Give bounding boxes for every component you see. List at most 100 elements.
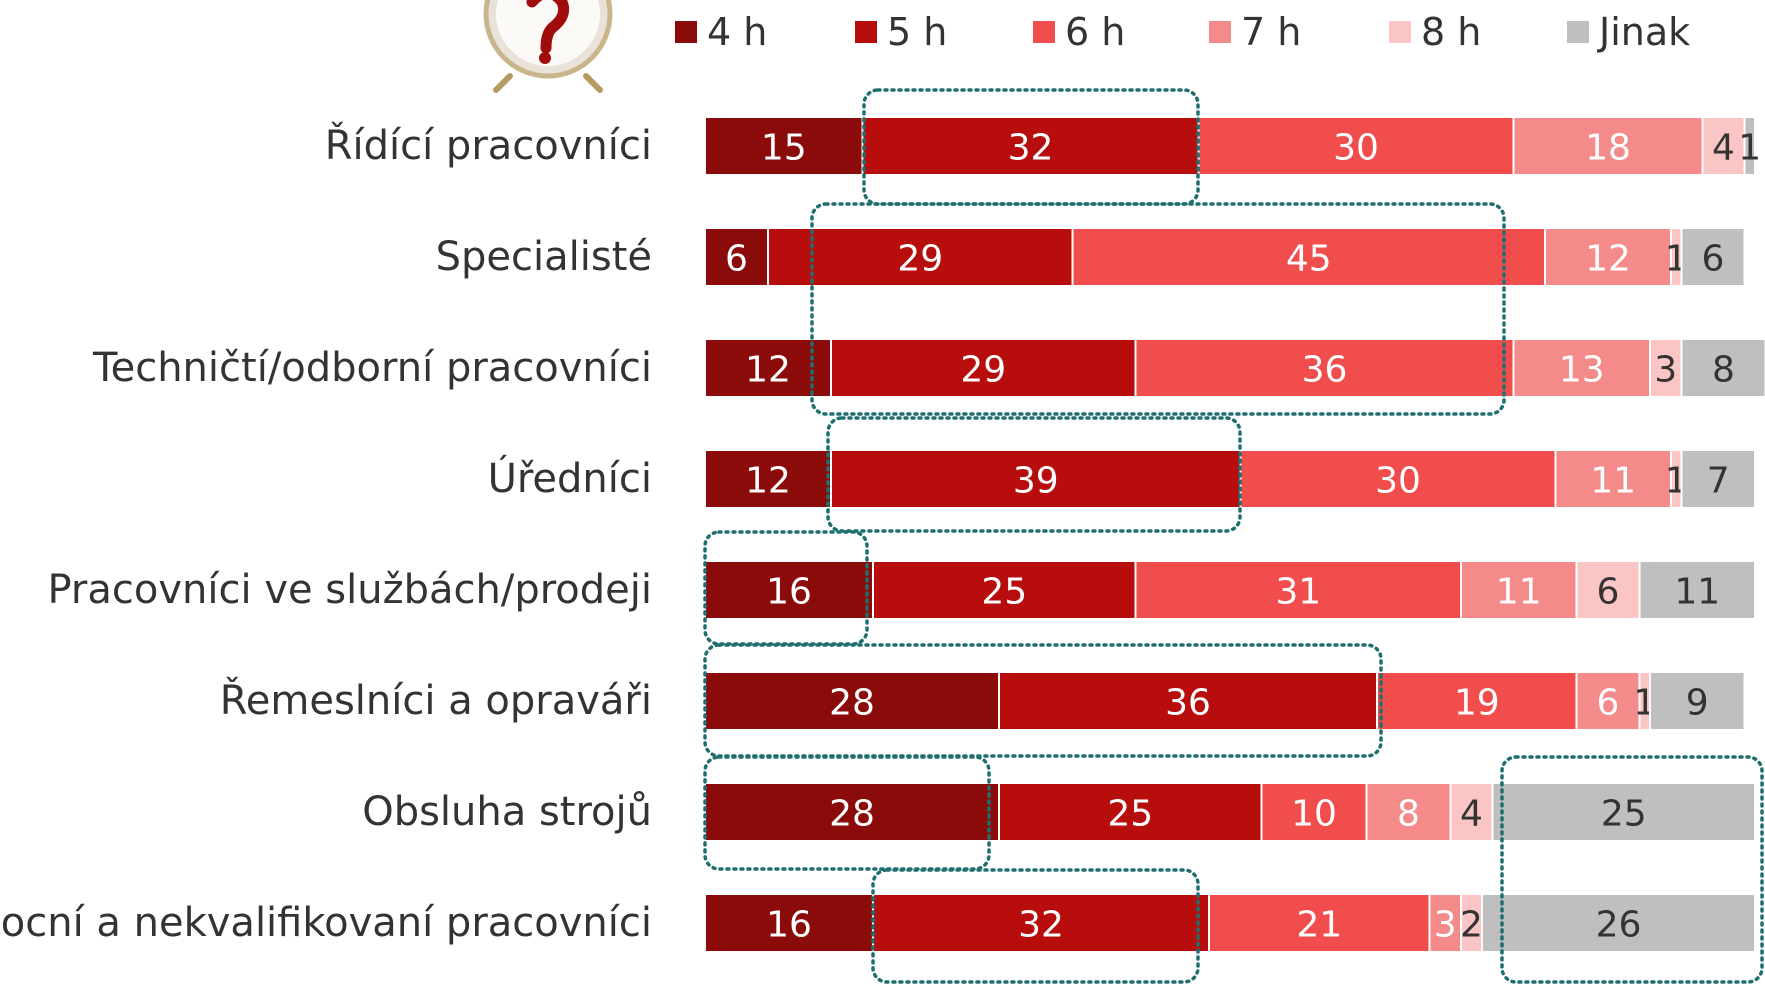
value-label: 6 xyxy=(1597,572,1620,613)
bar-segment xyxy=(861,116,1200,176)
value-label: 29 xyxy=(897,239,943,280)
y-tick-label: Řemeslníci a opraváři xyxy=(220,676,652,724)
bar-segment xyxy=(704,449,832,509)
bar-segment xyxy=(1134,560,1462,620)
value-label: 11 xyxy=(1674,572,1720,613)
highlight-boxes xyxy=(703,88,1764,984)
clock-icon xyxy=(483,0,613,93)
y-tick-label: Úředníci xyxy=(488,454,652,502)
bar-segment xyxy=(1071,227,1546,287)
value-label: 9 xyxy=(1686,683,1709,724)
value-label: 4 xyxy=(1460,794,1483,835)
bar-segment xyxy=(830,449,1242,509)
value-label: 15 xyxy=(761,128,807,169)
value-label: 8 xyxy=(1397,794,1420,835)
value-label: 16 xyxy=(766,572,812,613)
value-label: 6 xyxy=(1597,683,1620,724)
bar-segment xyxy=(1680,227,1746,287)
value-label: 18 xyxy=(1585,128,1631,169)
value-label: 21 xyxy=(1296,905,1342,946)
value-label: 3 xyxy=(1434,905,1457,946)
y-tick-label: Specialisté xyxy=(436,234,652,280)
value-label: 1 xyxy=(1738,128,1761,169)
y-tick-label: Obsluha strojů xyxy=(362,789,652,835)
value-label: 28 xyxy=(829,683,875,724)
value-label: 8 xyxy=(1712,350,1735,391)
value-label: 12 xyxy=(745,461,791,502)
value-label: 3 xyxy=(1654,350,1677,391)
value-label: 11 xyxy=(1496,572,1542,613)
value-label: 19 xyxy=(1454,683,1500,724)
bar-segment xyxy=(1575,560,1641,620)
value-label: 11 xyxy=(1590,461,1636,502)
value-label: 26 xyxy=(1596,905,1642,946)
y-tick-label: Pracovníci ve službách/prodeji xyxy=(48,567,652,613)
bar-segment xyxy=(1701,116,1746,176)
y-tick-label: Pomocní a nekvalifikovaní pracovníci xyxy=(0,900,652,946)
value-label: 32 xyxy=(1008,128,1054,169)
bar-segment xyxy=(1260,782,1368,842)
value-label: 2 xyxy=(1460,905,1483,946)
bar-segment xyxy=(1481,893,1756,953)
bar-segment xyxy=(704,893,874,953)
bar-segment xyxy=(767,227,1074,287)
bar-segment xyxy=(1512,338,1651,398)
legend-label: Jinak xyxy=(1597,10,1690,54)
value-label: 6 xyxy=(1702,239,1725,280)
legend-label: 7 h xyxy=(1241,10,1301,54)
bar-segment xyxy=(1376,671,1578,731)
y-tick-label: Techničtí/odborní pracovníci xyxy=(92,345,652,391)
legend-label: 4 h xyxy=(707,10,767,54)
value-label: 25 xyxy=(1601,794,1647,835)
value-label: 16 xyxy=(766,905,812,946)
value-label: 25 xyxy=(981,572,1027,613)
legend-swatch xyxy=(1033,21,1055,43)
legend-swatch xyxy=(675,21,697,43)
value-label: 32 xyxy=(1018,905,1064,946)
bar-segment xyxy=(704,560,874,620)
bar-segment xyxy=(1680,449,1756,509)
value-label: 29 xyxy=(960,350,1006,391)
value-label: 25 xyxy=(1107,794,1153,835)
bar-segment xyxy=(704,116,864,176)
value-label: 12 xyxy=(1585,239,1631,280)
bar-segment xyxy=(704,227,769,287)
legend-label: 5 h xyxy=(887,10,947,54)
value-label: 39 xyxy=(1013,461,1059,502)
value-label: 4 xyxy=(1712,128,1735,169)
bar-segment xyxy=(830,338,1137,398)
bar-segment xyxy=(872,893,1210,953)
bar-segment xyxy=(1544,227,1672,287)
bar-segment xyxy=(998,782,1263,842)
legend-swatch xyxy=(1567,21,1589,43)
legend-label: 8 h xyxy=(1421,10,1481,54)
value-label: 30 xyxy=(1333,128,1379,169)
legend-swatch xyxy=(1209,21,1231,43)
bar-segment xyxy=(1638,560,1756,620)
bar-segment xyxy=(1512,116,1704,176)
bar-segment xyxy=(1449,782,1494,842)
y-tick-label: Řídící pracovníci xyxy=(325,121,652,169)
bar-segment xyxy=(998,671,1378,731)
bar-segment xyxy=(1575,671,1641,731)
value-label: 10 xyxy=(1291,794,1337,835)
bar-segment xyxy=(1460,560,1578,620)
bar-segment xyxy=(872,560,1137,620)
value-label: 12 xyxy=(745,350,791,391)
value-label: 31 xyxy=(1275,572,1321,613)
value-label: 28 xyxy=(829,794,875,835)
bar-segment xyxy=(1208,893,1431,953)
bar-segment xyxy=(1680,338,1765,398)
value-label: 45 xyxy=(1286,239,1332,280)
value-label: 36 xyxy=(1302,350,1348,391)
bar-segment xyxy=(1239,449,1557,509)
bar-segment xyxy=(1743,116,1756,176)
value-label: 30 xyxy=(1375,461,1421,502)
value-label: 36 xyxy=(1165,683,1211,724)
legend-label: 6 h xyxy=(1065,10,1125,54)
legend-swatch xyxy=(1389,21,1411,43)
value-label: 7 xyxy=(1707,461,1730,502)
value-label: 6 xyxy=(725,239,748,280)
bar-segment xyxy=(704,782,1000,842)
